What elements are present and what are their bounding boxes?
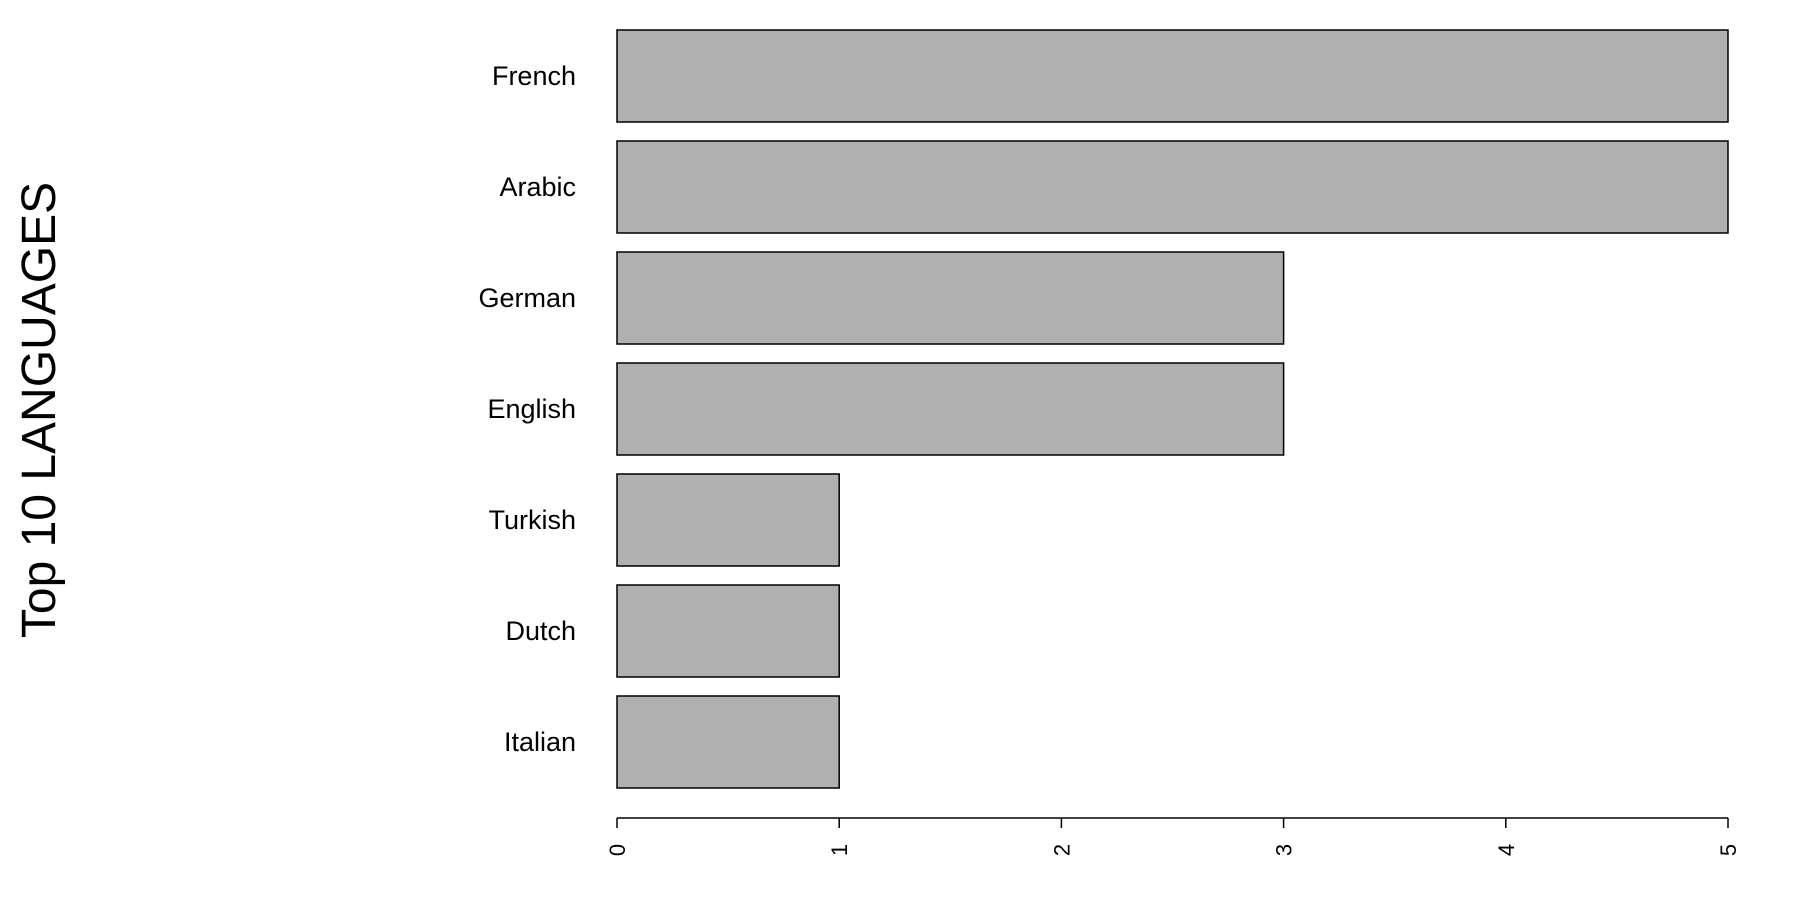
category-labels: French Arabic German English Turkish Dutch Ita… [478,61,576,757]
y-axis-title: Top 10 LANGUAGES [13,182,66,638]
bars-group [616,29,1729,789]
x-tick-label: 3 [1272,844,1297,856]
category-label: Turkish [488,505,576,535]
category-label: French [492,61,576,91]
x-tick-label: 0 [605,844,630,856]
bar-german [616,251,1285,345]
bar-english [616,362,1285,456]
bar-italian [616,695,840,789]
x-tick-label: 4 [1494,844,1519,856]
category-label: Italian [504,727,576,757]
bar-arabic [616,140,1729,234]
bar-turkish [616,473,840,567]
category-label: German [478,283,576,313]
x-axis: 0 1 2 3 4 5 [605,817,1741,856]
category-label: English [487,394,576,424]
category-label: Arabic [499,172,576,202]
bar-french [616,29,1729,123]
x-tick-label: 1 [827,844,852,856]
bar-dutch [616,584,840,678]
category-label: Dutch [505,616,576,646]
x-tick-label: 2 [1049,844,1074,856]
x-tick-label: 5 [1716,844,1741,856]
